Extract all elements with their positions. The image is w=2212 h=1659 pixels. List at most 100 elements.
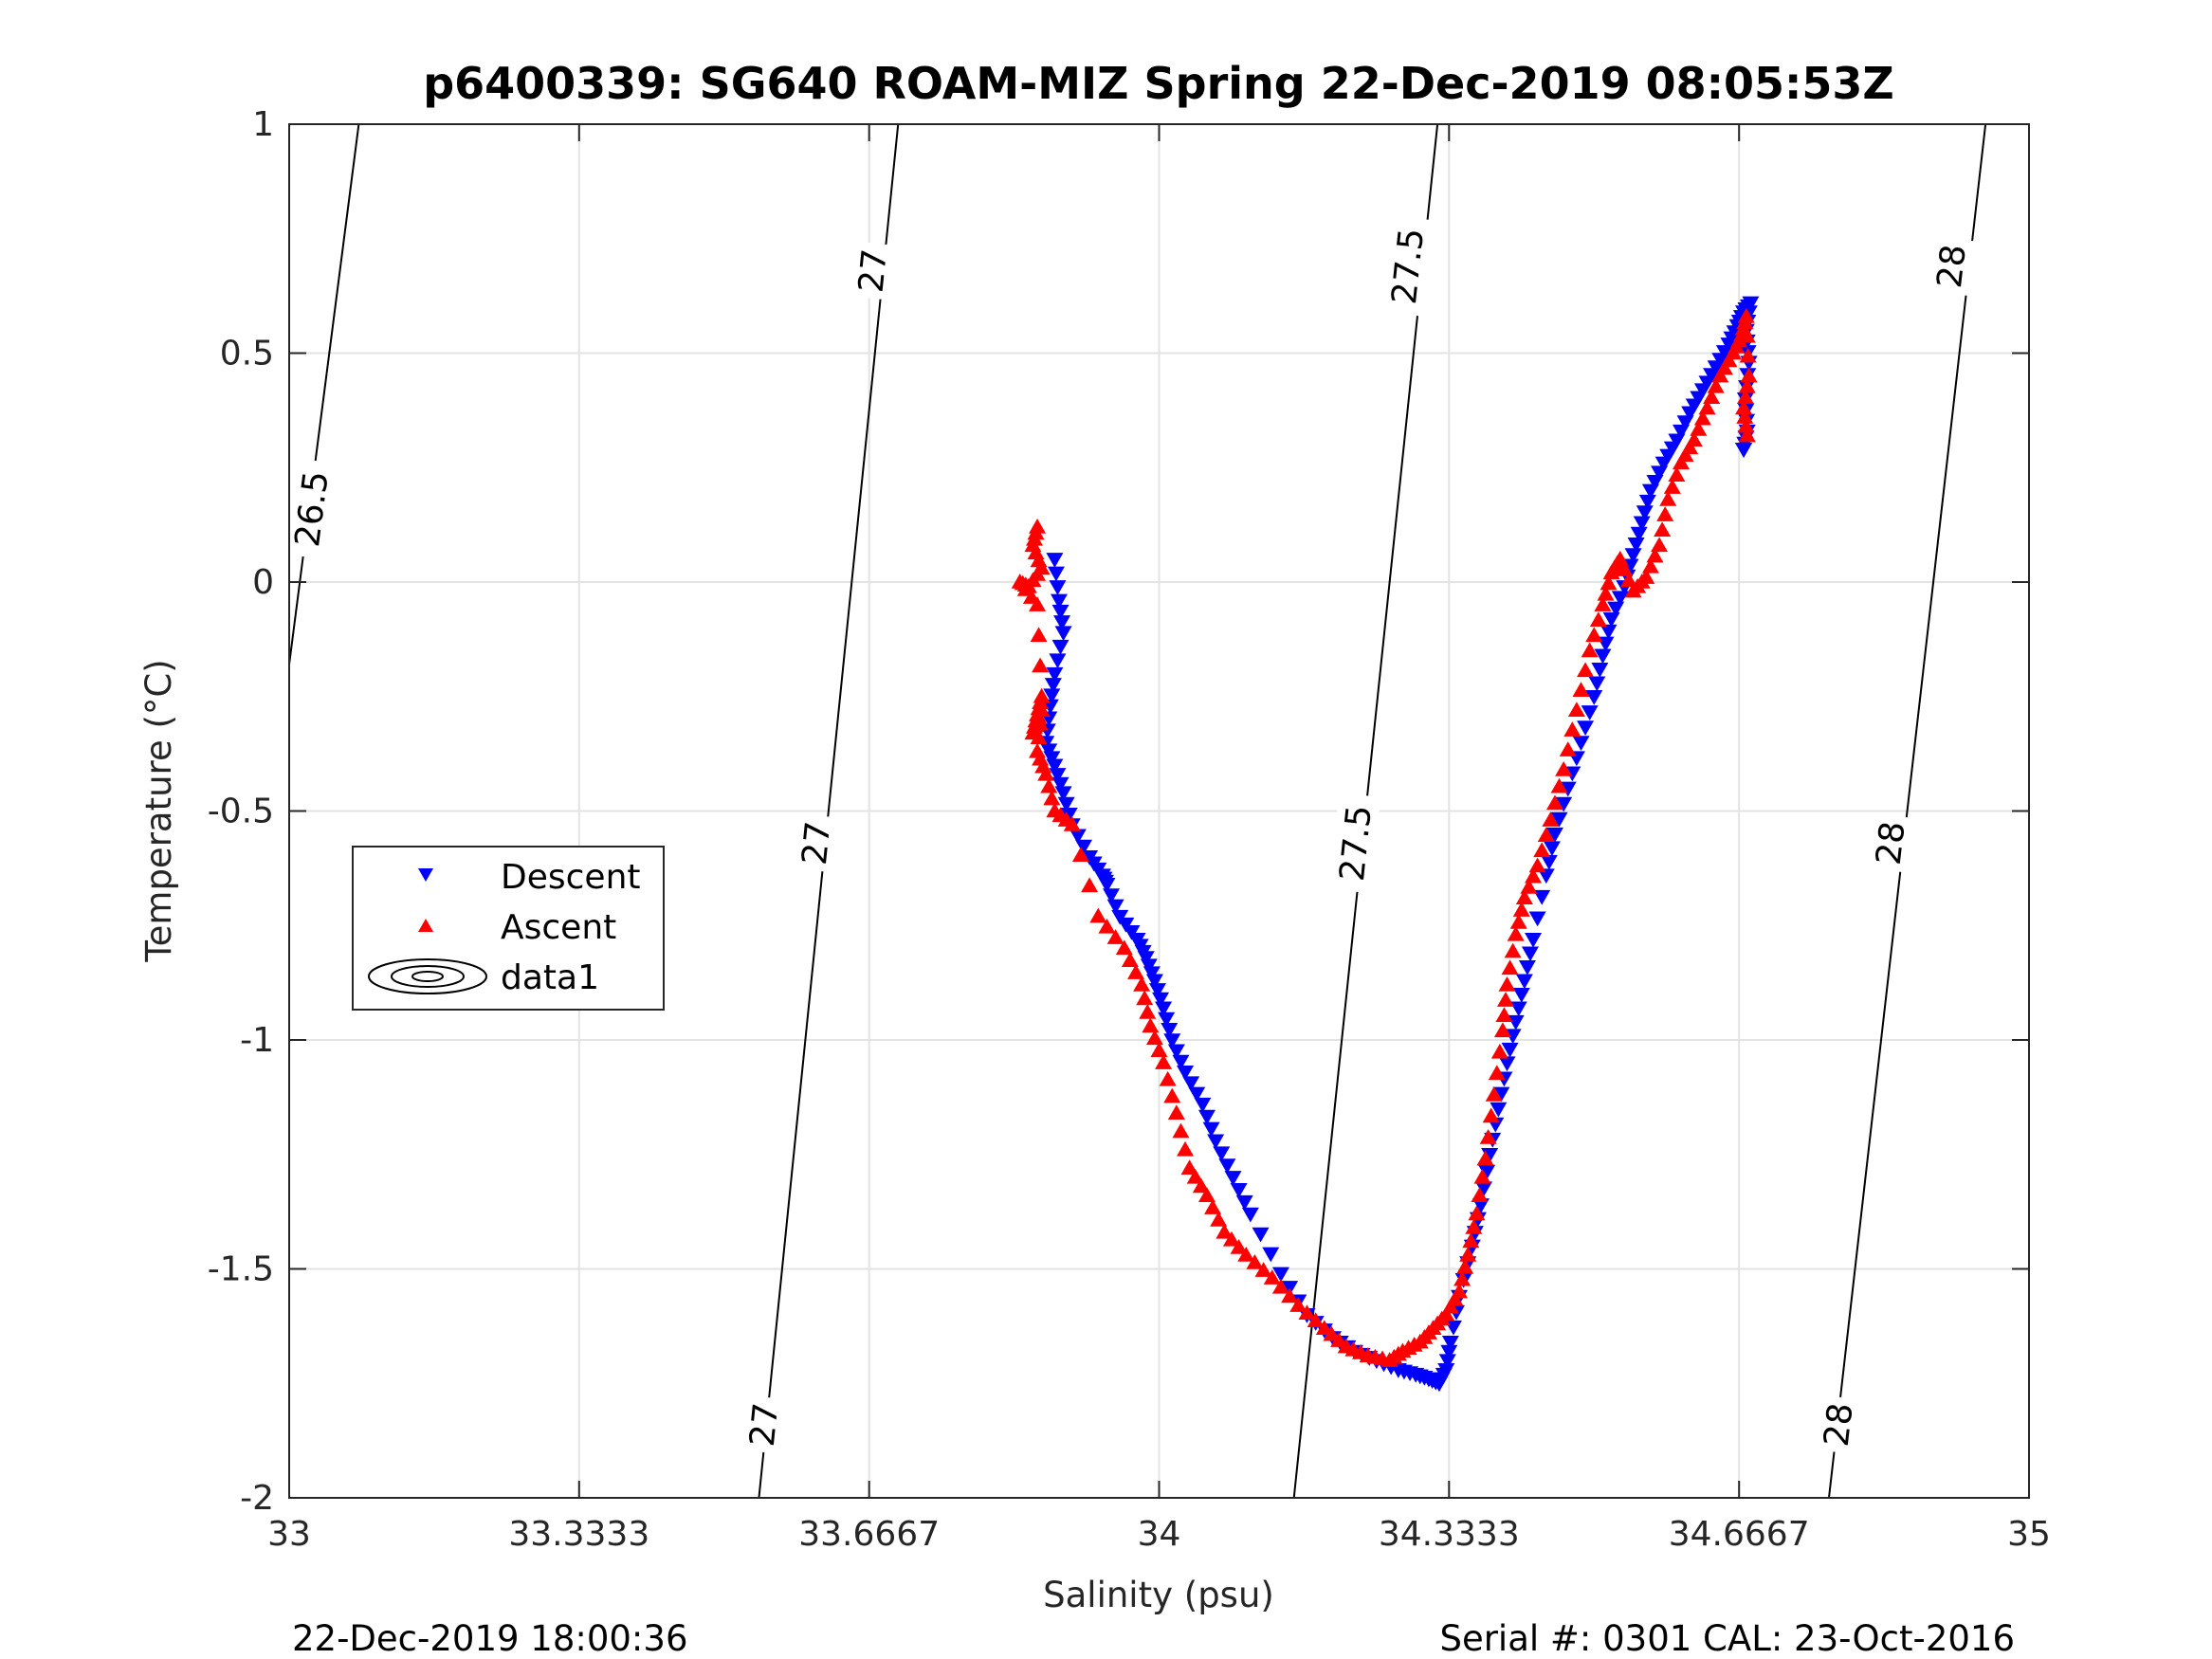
descent-point bbox=[1202, 1121, 1220, 1138]
descent-point bbox=[1559, 781, 1577, 797]
descent-point bbox=[1051, 639, 1069, 655]
ascent-point bbox=[1136, 990, 1154, 1006]
descent-point bbox=[1057, 796, 1075, 812]
descent-point bbox=[1098, 878, 1116, 893]
ascent-point bbox=[1071, 847, 1089, 862]
descent-point bbox=[1051, 604, 1069, 620]
ascent-point bbox=[1106, 929, 1124, 944]
descent-point bbox=[1624, 548, 1642, 564]
ascent-point bbox=[1488, 1065, 1506, 1081]
ascent-point bbox=[1437, 1305, 1455, 1322]
ascent-point bbox=[1740, 367, 1758, 383]
ascent-point bbox=[1559, 741, 1577, 757]
descent-point bbox=[1049, 653, 1067, 669]
ascent-point bbox=[1237, 1247, 1255, 1262]
descent-point bbox=[1054, 786, 1072, 802]
ascent-point bbox=[1246, 1254, 1264, 1269]
density-contour-label: 26.5 bbox=[283, 458, 338, 560]
ascent-point bbox=[1654, 521, 1672, 538]
ascent-point bbox=[1501, 959, 1519, 975]
density-contour-label: 27 bbox=[740, 1395, 787, 1454]
ascent-point bbox=[1177, 1140, 1195, 1157]
descent-point bbox=[1161, 1022, 1179, 1038]
ascent-point bbox=[1451, 1283, 1469, 1299]
descent-point bbox=[1046, 553, 1064, 568]
descent-point bbox=[1137, 951, 1155, 967]
descent-point bbox=[1040, 743, 1058, 759]
ascent-point bbox=[1453, 1270, 1472, 1286]
descent-point bbox=[1043, 688, 1061, 704]
ascent-point bbox=[1528, 857, 1546, 873]
descent-point bbox=[1438, 1354, 1456, 1370]
ascent-point bbox=[1032, 657, 1050, 673]
ascent-point bbox=[1637, 569, 1655, 584]
density-contour-label: 28 bbox=[1927, 236, 1975, 297]
descent-point bbox=[1047, 566, 1065, 582]
descent-point bbox=[1194, 1097, 1212, 1113]
ascent-point bbox=[1210, 1211, 1228, 1227]
ascent-point bbox=[1646, 547, 1664, 563]
descent-point bbox=[1627, 538, 1645, 553]
descent-point bbox=[1521, 946, 1539, 962]
ascent-point bbox=[1037, 765, 1055, 781]
descent-point bbox=[1490, 1102, 1508, 1118]
x-tick-label: 33 bbox=[267, 1515, 311, 1554]
x-tick-label: 34.6667 bbox=[1669, 1515, 1810, 1554]
descent-point bbox=[1054, 626, 1072, 642]
ascent-point bbox=[1572, 682, 1590, 698]
ascent-point bbox=[1738, 427, 1756, 443]
descent-point bbox=[1600, 624, 1618, 640]
ascent-point bbox=[1542, 811, 1560, 827]
y-tick-label: -1 bbox=[240, 1021, 274, 1060]
x-axis-label: Salinity (psu) bbox=[1043, 1575, 1274, 1615]
ascent-point bbox=[1739, 347, 1757, 363]
density-contour-label: 27.5 bbox=[1328, 793, 1381, 894]
ascent-point bbox=[1641, 557, 1659, 574]
density-contour-line bbox=[758, 124, 900, 1498]
descent-point bbox=[1053, 615, 1071, 630]
descent-point bbox=[1197, 1109, 1216, 1125]
descent-point bbox=[1525, 932, 1543, 948]
ascent-point bbox=[1736, 389, 1754, 404]
legend-ascent-marker bbox=[418, 919, 433, 932]
ascent-point bbox=[1681, 439, 1699, 455]
ascent-point bbox=[1222, 1231, 1240, 1247]
ascent-point bbox=[1462, 1232, 1480, 1249]
density-contour-label: 27 bbox=[848, 241, 896, 301]
chart-title: p6400339: SG640 ROAM-MIZ Spring 22-Dec-2… bbox=[423, 58, 1894, 109]
ascent-point bbox=[1127, 964, 1145, 979]
footer-timestamp: 22-Dec-2019 18:00:36 bbox=[292, 1618, 687, 1659]
ascent-point bbox=[1115, 939, 1133, 956]
descent-point bbox=[1507, 1014, 1525, 1030]
ascent-point bbox=[1216, 1223, 1234, 1239]
descent-point bbox=[1572, 736, 1590, 752]
descent-point bbox=[1585, 690, 1603, 705]
ascent-point bbox=[1032, 715, 1050, 731]
ascent-point bbox=[1550, 777, 1568, 793]
descent-point bbox=[1636, 505, 1654, 520]
ascent-point bbox=[1473, 1168, 1491, 1184]
ascent-point bbox=[1446, 1290, 1464, 1306]
legend-ascent-label: Ascent bbox=[501, 908, 616, 947]
contour-labels: 26.5 27 27 27 27.5 27.5 28 28 28 bbox=[283, 215, 1975, 1455]
descent-point bbox=[1117, 917, 1135, 933]
ascent-point bbox=[1512, 902, 1530, 917]
descent-point bbox=[1140, 958, 1158, 975]
ascent-point bbox=[1738, 377, 1756, 393]
ascent-point bbox=[1441, 1298, 1459, 1314]
ascent-point bbox=[1459, 1247, 1477, 1262]
svg-text:28: 28 bbox=[1870, 819, 1913, 866]
ascent-point bbox=[1030, 729, 1048, 744]
ascent-point bbox=[1063, 815, 1081, 831]
density-contour-label: 27 bbox=[792, 813, 839, 873]
ascent-point bbox=[1133, 976, 1151, 992]
descent-point bbox=[1545, 827, 1563, 843]
x-tick-label: 33.6667 bbox=[798, 1515, 940, 1554]
descent-point bbox=[1550, 811, 1568, 828]
density-contour-line bbox=[1827, 124, 1987, 1498]
ascent-point bbox=[1254, 1262, 1272, 1277]
ascent-point bbox=[1711, 367, 1729, 383]
descent-point bbox=[1041, 699, 1059, 715]
ascent-point bbox=[1507, 925, 1525, 941]
x-tick-label: 33.3333 bbox=[508, 1515, 649, 1554]
